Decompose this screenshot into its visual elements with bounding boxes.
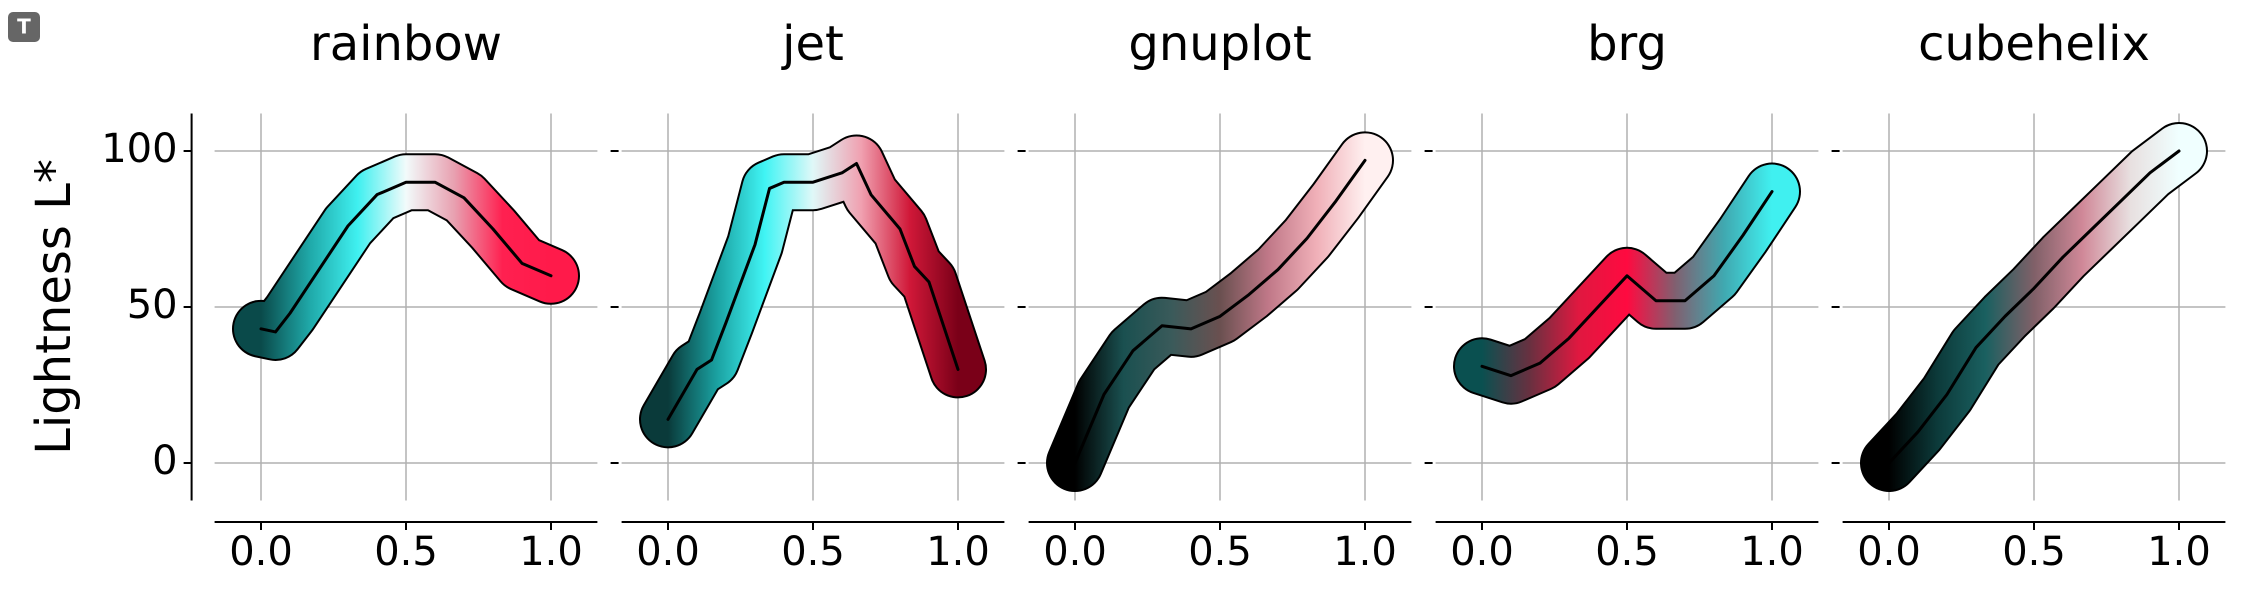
line <box>666 161 960 421</box>
y-tick-label: 100 <box>101 126 177 172</box>
chart-title: cubehelix <box>1918 16 2150 72</box>
line <box>1480 190 1774 378</box>
x-tick-label: 0.0 <box>229 529 293 575</box>
chart-title: jet <box>781 16 844 72</box>
line <box>1073 158 1367 465</box>
x-tick-label: 0.0 <box>1857 529 1921 575</box>
x-tick-label: 1.0 <box>519 529 583 575</box>
x-tick-label: 0.5 <box>2002 529 2066 575</box>
x-tick-label: 0.5 <box>1188 529 1252 575</box>
chart-title: rainbow <box>310 16 502 72</box>
x-tick-label: 0.0 <box>636 529 700 575</box>
x-tick-label: 1.0 <box>1740 529 1804 575</box>
line <box>259 180 553 334</box>
y-tick-label: 0 <box>152 438 177 484</box>
chart-title: gnuplot <box>1128 16 1311 72</box>
x-tick-label: 0.5 <box>374 529 438 575</box>
x-tick-label: 0.0 <box>1043 529 1107 575</box>
y-tick-label: 50 <box>127 282 178 328</box>
x-tick-label: 1.0 <box>1333 529 1397 575</box>
x-tick-label: 0.0 <box>1450 529 1514 575</box>
badge: T <box>17 15 31 39</box>
x-tick-label: 0.5 <box>781 529 845 575</box>
badge-bg <box>8 12 40 42</box>
x-tick-label: 1.0 <box>2147 529 2211 575</box>
y-axis-label: Lightness L* <box>26 159 82 455</box>
chart-title: brg <box>1587 16 1667 72</box>
x-tick-label: 1.0 <box>926 529 990 575</box>
line <box>1887 149 2181 465</box>
x-tick-label: 0.5 <box>1595 529 1659 575</box>
